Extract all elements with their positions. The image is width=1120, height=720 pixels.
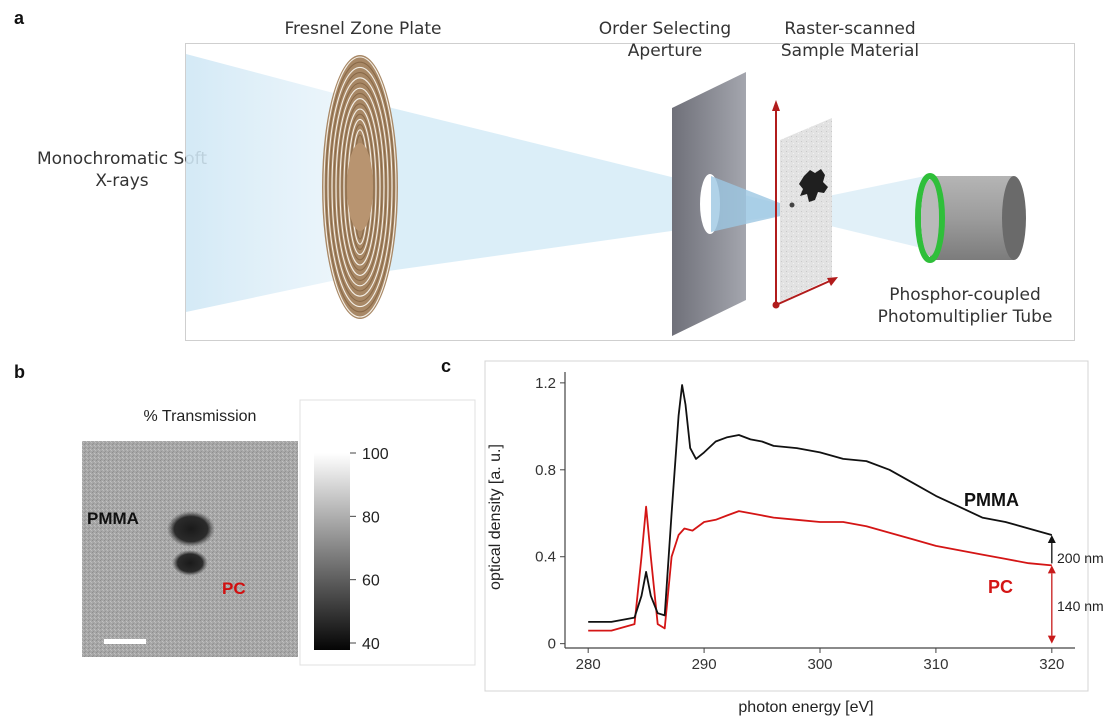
zone-plate-ring: [335, 87, 385, 287]
zone-plate-label: Fresnel Zone Plate: [284, 19, 442, 39]
label-pc-image: PC: [222, 579, 246, 598]
zone-plate-ring: [343, 108, 377, 266]
y-tick-label: 0: [548, 636, 556, 653]
x-tick-label: 320: [1039, 656, 1064, 673]
chart-frame: [484, 360, 1089, 692]
aperture: [672, 72, 785, 336]
source-label-line1: Monochromatic Soft: [36, 149, 208, 169]
series-line-pmma: [588, 384, 1053, 623]
y-axis-label: optical density [a. u.]: [487, 444, 504, 590]
zone-plate-center: [347, 143, 373, 231]
zone-plate-ring: [327, 66, 393, 308]
panel-a-frame: [185, 43, 1075, 341]
series-line-pc: [588, 505, 1052, 632]
zone-plate-ring: [333, 82, 387, 292]
sample-label-line1: Raster-scanned: [784, 19, 916, 39]
annotation-200nm: 200 nm: [1057, 550, 1104, 566]
colorbar-tick-label: 40: [362, 636, 380, 653]
detector: [915, 173, 1026, 263]
sample-label: Raster-scanned Sample Material: [750, 18, 950, 62]
sample-speck: [789, 202, 795, 208]
detector-label-line1: Phosphor-coupled: [889, 285, 1041, 305]
scan-axis-diagonal: [775, 279, 833, 306]
x-tick-label: 280: [576, 656, 601, 673]
transmitted-beam: [785, 175, 930, 250]
y-tick-label: 0.4: [535, 549, 556, 566]
zone-plate: [322, 55, 398, 319]
detector-face: [921, 180, 939, 256]
panel-b-letter: b: [14, 362, 25, 382]
aperture-label: Order Selecting Aperture: [570, 18, 760, 62]
colorbar-tick-label: 60: [362, 573, 380, 590]
y-tick-label: 1.2: [535, 375, 556, 392]
aperture-label-line1: Order Selecting: [598, 19, 732, 39]
source-label: Monochromatic Soft X-rays: [22, 148, 222, 192]
scan-axis-diagonal-arrow: [827, 277, 838, 286]
zone-plate-ring: [341, 103, 379, 271]
zone-plate-ring: [329, 72, 391, 302]
x-tick-label: 290: [692, 656, 717, 673]
panel-c-letter: c: [441, 356, 451, 376]
source-label-line2: X-rays: [95, 171, 149, 191]
beam-group: [186, 54, 930, 312]
colorbar-tick-label: 100: [362, 446, 389, 463]
scale-bar: [104, 639, 146, 644]
detector-label: Phosphor-coupled Photomultiplier Tube: [860, 284, 1070, 328]
zone-plate-ring: [331, 77, 389, 297]
zone-plate-ring: [323, 56, 397, 318]
label-pc-chart: PC: [988, 577, 1013, 597]
zone-plate-ring: [337, 92, 383, 282]
colorbar-gradient: [314, 453, 350, 650]
detector-label-line2: Photomultiplier Tube: [877, 307, 1053, 327]
zone-plate-ring: [339, 98, 381, 276]
transmission-image: PMMA PC: [82, 441, 298, 657]
zone-plate-ring: [325, 61, 395, 313]
detector-ring: [915, 173, 945, 263]
pmma-blob: [167, 511, 215, 547]
x-tick-label: 300: [807, 656, 832, 673]
pc-blob: [172, 550, 208, 576]
annotation-140nm: 140 nm: [1057, 598, 1104, 614]
x-tick-label: 310: [923, 656, 948, 673]
y-tick-label: 0.8: [535, 462, 556, 479]
scan-origin: [772, 301, 780, 309]
arrow-140nm-head-bottom: [1047, 635, 1056, 644]
label-pmma-image: PMMA: [87, 509, 139, 528]
sample-particle: [799, 169, 828, 202]
incoming-beam: [186, 54, 360, 312]
arrow-200nm-head: [1047, 534, 1056, 543]
focused-beam: [360, 100, 785, 275]
label-pmma-chart: PMMA: [964, 490, 1019, 510]
zone-plate-ring: [345, 113, 375, 261]
scan-axis-vertical-arrow: [772, 100, 780, 111]
chart: 280 290 300 310 320 0 0.4 0.8 1.2 photon energy…: [487, 372, 1104, 716]
arrow-140nm-head-top: [1047, 565, 1056, 574]
x-axis-label: photon energy [eV]: [738, 699, 873, 716]
detector-back: [1002, 176, 1026, 260]
sample-frame: [772, 100, 838, 309]
panel-a-letter: a: [14, 8, 25, 28]
colorbar-tick-label: 80: [362, 509, 380, 526]
aperture-beam: [711, 176, 785, 232]
sample-label-line2: Sample Material: [780, 41, 920, 61]
transmission-map: [82, 441, 298, 657]
sample-sheet: [780, 118, 832, 302]
aperture-label-line2: Aperture: [627, 41, 703, 61]
colorbar: 100 80 60 40: [314, 446, 389, 653]
transmission-title: % Transmission: [144, 408, 257, 425]
